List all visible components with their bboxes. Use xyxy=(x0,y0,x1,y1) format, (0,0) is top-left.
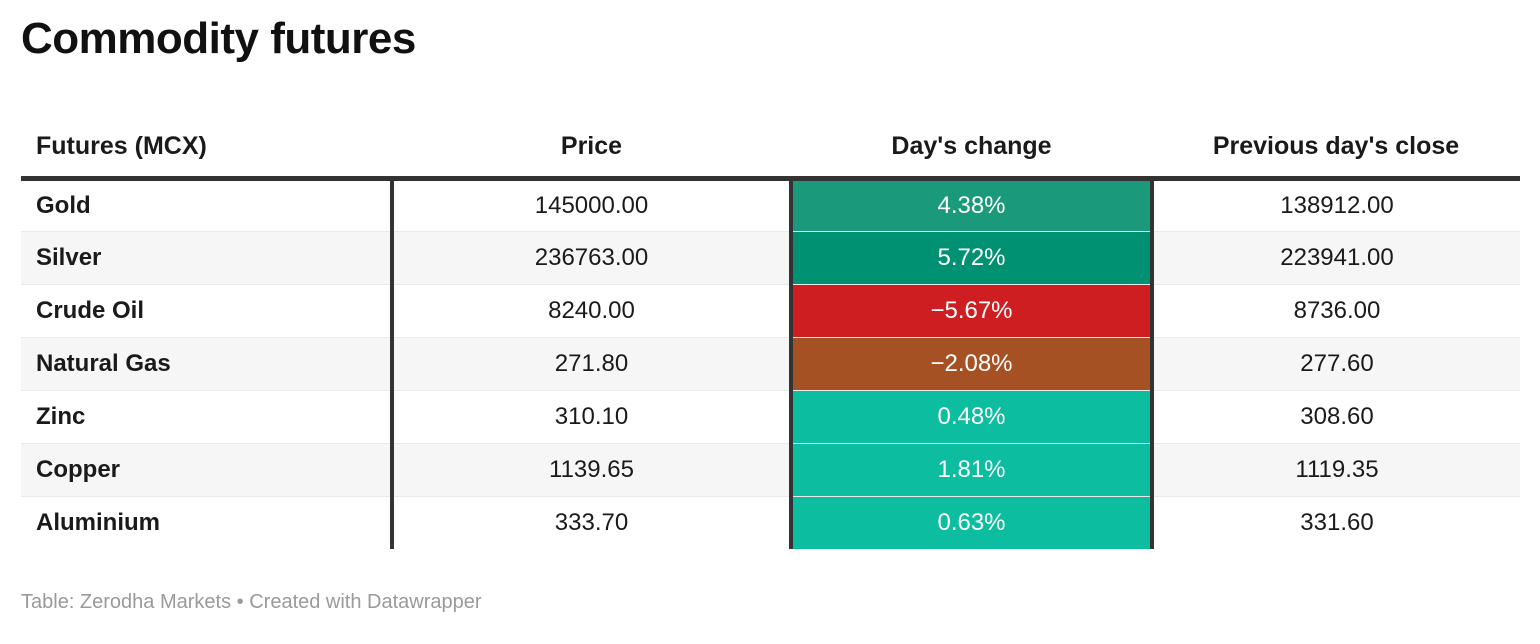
price-cell: 236763.00 xyxy=(390,230,791,285)
days-change-cell: 1.81% xyxy=(789,442,1152,497)
col-header-days-change: Day's change xyxy=(791,117,1152,181)
price-cell: 271.80 xyxy=(390,336,791,391)
prev-close-cell: 223941.00 xyxy=(1150,230,1520,285)
table-row-zinc: Zinc 310.10 0.48% 308.60 xyxy=(21,389,1520,444)
days-change-cell: −2.08% xyxy=(789,336,1152,391)
table-row-natural-gas: Natural Gas 271.80 −2.08% 277.60 xyxy=(21,336,1520,391)
table-header: Futures (MCX) Price Day's change Previou… xyxy=(21,117,1520,181)
price-cell: 1139.65 xyxy=(390,442,791,497)
commodity-name-cell: Crude Oil xyxy=(21,283,392,338)
prev-close-cell: 8736.00 xyxy=(1150,283,1520,338)
header-row: Futures (MCX) Price Day's change Previou… xyxy=(21,117,1520,181)
commodity-name-cell: Gold xyxy=(36,191,91,219)
prev-close-cell: 331.60 xyxy=(1150,495,1520,550)
col-header-prev-close: Previous day's close xyxy=(1152,117,1520,181)
table-body: Gold 145000.00 4.38% 138912.00 Silver 23… xyxy=(21,178,1520,550)
commodity-name-cell: Copper xyxy=(21,442,392,497)
table-row-crude-oil: Crude Oil 8240.00 −5.67% 8736.00 xyxy=(21,283,1520,338)
table-row-gold: Gold 145000.00 4.38% 138912.00 xyxy=(21,178,1520,232)
prev-close-cell: 308.60 xyxy=(1150,389,1520,444)
prev-close-cell: 138912.00 xyxy=(1150,178,1520,232)
days-change-cell: 4.38% xyxy=(789,178,1152,232)
commodity-name-cell: Aluminium xyxy=(21,495,392,550)
days-change-cell: 0.63% xyxy=(789,495,1152,550)
page-title: Commodity futures xyxy=(21,14,416,63)
price-cell: 310.10 xyxy=(390,389,791,444)
commodity-name-cell: Zinc xyxy=(21,389,392,444)
days-change-cell: 5.72% xyxy=(789,230,1152,285)
table-source-credit: Table: Zerodha Markets • Created with Da… xyxy=(21,591,482,614)
table-row-copper: Copper 1139.65 1.81% 1119.35 xyxy=(21,442,1520,497)
commodity-futures-table: Futures (MCX) Price Day's change Previou… xyxy=(21,117,1520,550)
days-change-cell: 0.48% xyxy=(789,389,1152,444)
col-header-futures: Futures (MCX) xyxy=(21,117,392,181)
prev-close-cell: 1119.35 xyxy=(1150,442,1520,497)
price-cell: 333.70 xyxy=(390,495,791,550)
col-header-price: Price xyxy=(392,117,791,181)
commodity-futures-table-page: Commodity futures Futures (MCX) Price Da… xyxy=(21,14,1520,614)
prev-close-cell: 277.60 xyxy=(1150,336,1520,391)
days-change-cell: −5.67% xyxy=(789,283,1152,338)
commodity-name-cell: Silver xyxy=(21,230,392,285)
price-cell: 8240.00 xyxy=(390,283,791,338)
price-cell: 145000.00 xyxy=(390,178,791,232)
table-row-aluminium: Aluminium 333.70 0.63% 331.60 xyxy=(21,495,1520,550)
table-row-silver: Silver 236763.00 5.72% 223941.00 xyxy=(21,230,1520,285)
commodity-name-cell: Natural Gas xyxy=(21,336,392,391)
